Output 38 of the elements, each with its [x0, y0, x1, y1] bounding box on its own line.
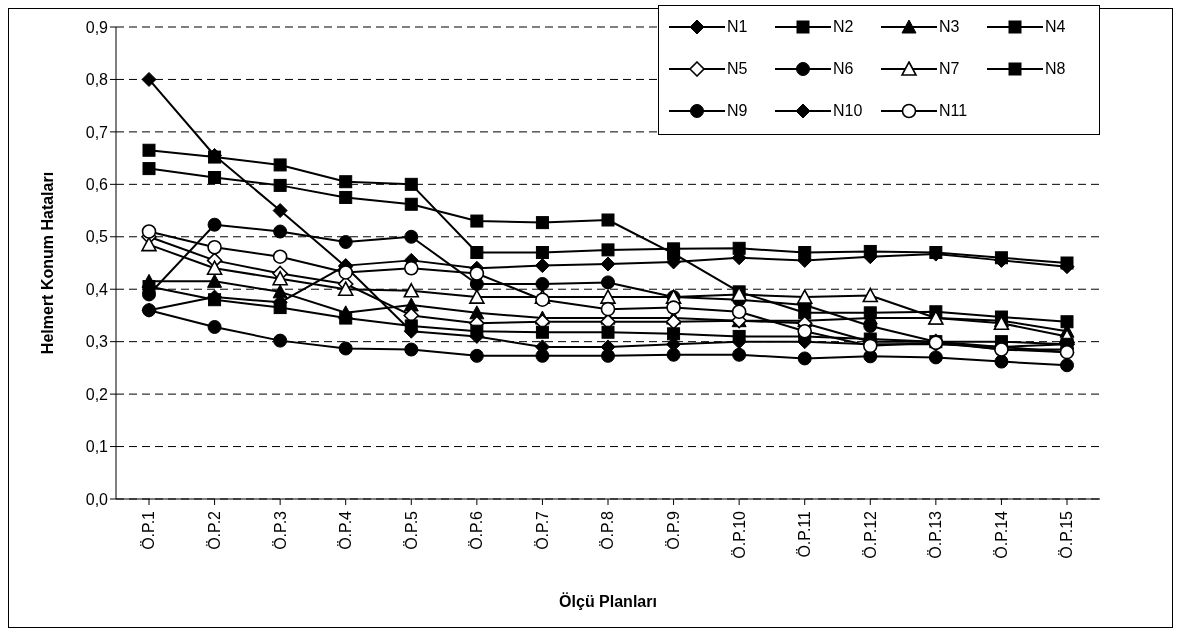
legend-label: N6	[833, 60, 854, 78]
x-tick-label: Ö.P.10	[730, 510, 748, 559]
y-tick-label: 0,7	[85, 123, 109, 141]
legend-label: N1	[727, 18, 748, 36]
x-tick-label: Ö.P.9	[664, 510, 682, 550]
x-tick-label: Ö.P.14	[992, 510, 1010, 559]
y-tick-label: 0,1	[85, 438, 109, 456]
y-axis-title: Helmert Konum Hataları	[38, 171, 56, 355]
y-tick-label: 0,0	[85, 490, 109, 508]
x-tick-label: Ö.P.8	[599, 510, 617, 550]
x-tick-label: Ö.P.5	[402, 510, 420, 550]
legend-label: N8	[1045, 60, 1066, 78]
x-tick-label: Ö.P.1	[140, 510, 158, 550]
x-tick-label: Ö.P.3	[271, 510, 289, 550]
legend-label: N2	[833, 18, 854, 36]
x-tick-label: Ö.P.7	[533, 510, 551, 550]
legend-label: N7	[939, 60, 960, 78]
x-tick-label: Ö.P.15	[1058, 510, 1076, 559]
legend-label: N5	[727, 60, 748, 78]
y-tick-label: 0,5	[85, 228, 109, 246]
y-tick-label: 0,2	[85, 385, 109, 403]
legend-label: N10	[833, 102, 863, 120]
legend-label: N3	[939, 18, 960, 36]
x-tick-label: Ö.P.2	[205, 510, 223, 550]
y-tick-label: 0,3	[85, 333, 109, 351]
x-tick-label: Ö.P.4	[337, 510, 355, 550]
x-axis-title: Ölçü Planları	[559, 592, 657, 610]
x-tick-label: Ö.P.12	[861, 510, 879, 559]
y-tick-label: 0,8	[85, 71, 109, 89]
legend-label: N4	[1045, 18, 1066, 36]
x-tick-label: Ö.P.6	[468, 510, 486, 550]
x-tick-label: Ö.P.11	[796, 510, 814, 558]
y-tick-label: 0,9	[85, 18, 109, 36]
x-tick-label: Ö.P.13	[927, 510, 945, 559]
y-tick-label: 0,6	[85, 176, 109, 194]
legend-label: N11	[939, 102, 968, 120]
y-tick-label: 0,4	[85, 280, 109, 298]
legend-label: N9	[727, 102, 748, 120]
